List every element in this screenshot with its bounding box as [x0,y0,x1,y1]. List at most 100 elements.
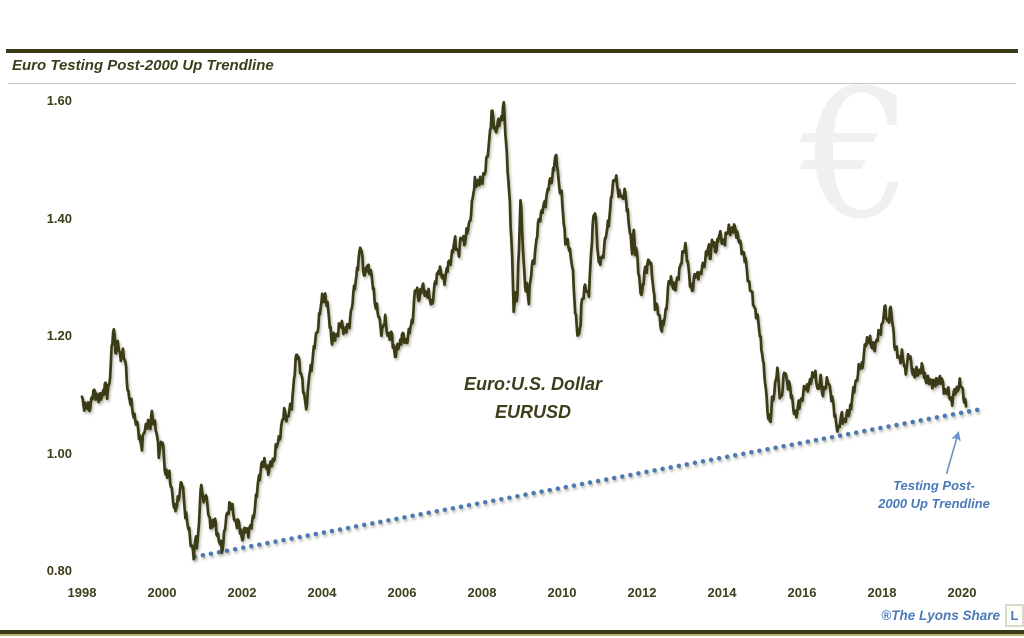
logo-letter: L [1010,608,1019,623]
trendline-dot [579,481,585,487]
trendline-dot [749,449,754,455]
trendline-dot [781,443,786,449]
trendline-dot [708,457,714,463]
trendline-dot [249,543,254,549]
trendline-dot [297,534,302,540]
trendline-dot [466,502,472,508]
trendline-dot [523,492,528,497]
trendline-dot [644,469,649,475]
trendline-dot [337,527,343,532]
trendline-dot [870,427,875,432]
trendline-dot [942,413,948,419]
x-tick-label: 2018 [867,585,897,600]
trendline-dot [515,493,520,499]
y-tick-label: 1.20 [46,328,72,343]
trendline-dot [353,524,359,529]
x-tick-label: 2012 [627,585,657,600]
trendline-dot [240,545,246,550]
trendline-dot [329,528,335,534]
trendline-dot [902,421,907,426]
trendline-dot [499,496,504,502]
trendline-annotation: Testing Post- 2000 Up Trendline [854,477,1014,513]
lyons-share-logo: L [1005,604,1024,627]
trendline-dot [345,525,351,531]
series-label-line2: EURUSD [494,402,571,422]
y-tick-label: 1.60 [46,93,72,108]
trendline-dot [910,419,915,425]
trendline-dot [886,424,891,429]
x-tick-label: 2010 [547,585,577,600]
x-tick-label: 2000 [147,585,177,600]
x-tick-label: 2014 [707,585,737,600]
trendline-dot [281,537,286,543]
trendline-dot [273,539,278,544]
trendline-dot [878,425,883,431]
trendline-dot [200,552,206,558]
trendline-dot [716,456,722,461]
bottom-divider-bar [0,630,1024,634]
trendline-dot [829,434,835,440]
trendline-dot [974,407,980,413]
y-tick-label: 0.80 [46,563,72,578]
bottom-divider-accent [0,634,1024,636]
series-label-line1: Euro:U.S. Dollar [463,374,602,394]
trendline-dot [378,519,383,525]
trendline-dot [232,546,238,552]
trendline-dot [265,540,270,546]
x-tick-label: 1998 [67,585,97,600]
trendline-dot [434,509,440,514]
trendline-dot [490,498,496,503]
trendline-dot [313,531,319,537]
trendline-dot [853,430,859,435]
trendline-dot [950,412,956,417]
x-tick-label: 2008 [467,585,497,600]
trendline-dot [620,474,625,479]
trendline-dot [628,472,633,478]
trendline-dot [741,451,746,457]
x-tick-label: 2006 [387,585,417,600]
brand-text: ®The Lyons Share [881,608,1000,623]
trendline-dot [765,446,770,452]
euro-watermark-icon: € [800,51,914,258]
trendline-dot [587,480,593,485]
x-tick-label: 2002 [227,585,257,600]
trendline-dot [660,466,665,472]
page-title: Euro Testing Post-2000 Up Trendline [12,57,274,74]
trendline-dot [652,468,657,473]
title-underline [8,83,1016,84]
trendline-dots [192,407,980,559]
trendline-dot [805,439,811,444]
trendline-dot [257,542,262,547]
annotation-line1: Testing Post- [893,478,975,493]
trendline-dot [450,506,456,511]
trendline-dot [757,448,762,453]
trendline-dot [837,433,843,438]
x-tick-label: 2020 [947,585,977,600]
trendline-dot [458,504,464,510]
trendline-dot [894,422,899,428]
annotation-line2: 2000 Up Trendline [878,496,990,511]
trendline-dot [289,536,294,541]
trendline-dot [773,445,778,450]
trendline-dot [603,477,609,482]
trendline-dot [370,521,375,526]
trendline-dot [305,533,310,538]
trendline-dot [394,516,399,522]
trendline-dot [361,522,367,528]
trendline-dot [507,495,512,500]
trendline-dot [563,484,569,490]
trendline-dot [402,515,407,520]
trendline-dot [692,460,698,466]
y-tick-label: 1.40 [46,210,72,226]
trendline-dot [474,501,480,506]
trendline-dot [636,471,641,476]
x-tick-label: 2004 [307,585,337,600]
trendline-dot [410,513,415,519]
trendline-dot [700,459,706,464]
trendline-dot [845,431,851,437]
trendline-dot [208,551,214,556]
trendline-dot [676,463,682,469]
trendline-dot [918,418,923,423]
trendline-dot [958,410,964,416]
